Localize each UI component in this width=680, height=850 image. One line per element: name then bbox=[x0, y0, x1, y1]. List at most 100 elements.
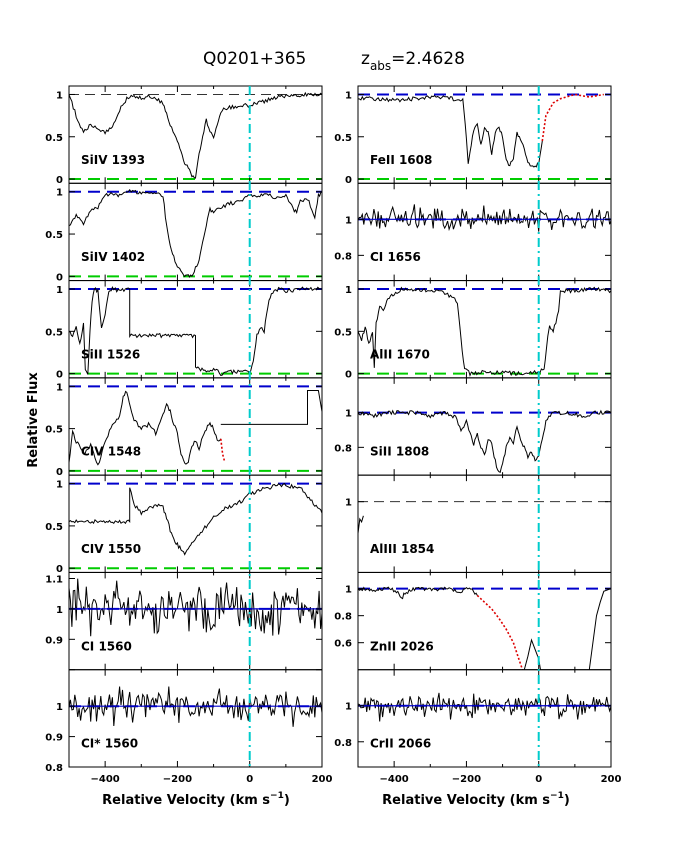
y-tick-label: 0 bbox=[345, 370, 352, 381]
panel-plot-area bbox=[69, 285, 322, 377]
ion-label: CI 1560 bbox=[81, 639, 132, 653]
spectrum-line bbox=[588, 588, 611, 670]
panel-frame bbox=[68, 377, 323, 476]
y-tick-label: 1.1 bbox=[45, 575, 63, 586]
ion-label: AlIII 1854 bbox=[370, 542, 434, 556]
quasar-name: Q0201+365 bbox=[203, 49, 306, 69]
panel-plot-area bbox=[358, 93, 611, 181]
spectrum-line bbox=[358, 95, 543, 168]
panel-siii-1526: 0 0.5 1 SiII 1526 bbox=[45, 280, 323, 381]
y-tick-label: 1 bbox=[345, 702, 352, 713]
spectrum-line bbox=[69, 482, 322, 556]
y-tick-label: 0.5 bbox=[45, 425, 63, 436]
panel-frame bbox=[357, 182, 612, 282]
y-tick-label: 0.5 bbox=[45, 522, 63, 533]
panel-frame bbox=[357, 85, 612, 184]
spectrum-line bbox=[69, 578, 322, 637]
y-tick-label: 1 bbox=[56, 285, 63, 296]
x-axis-label-left: Relative Velocity (km s−1) bbox=[102, 791, 290, 808]
blend-line bbox=[220, 438, 226, 462]
panel-frame bbox=[68, 669, 323, 768]
blend-line bbox=[476, 594, 524, 670]
panel-crii-2066: 0.8 1 CrII 2066 bbox=[334, 669, 612, 768]
panel-alii-1670: 0 0.5 1 AlII 1670 bbox=[334, 280, 612, 381]
panel-frame bbox=[357, 571, 612, 671]
y-tick-label: 0 bbox=[56, 272, 63, 283]
x-tick-label: −200 bbox=[163, 774, 192, 785]
y-tick-label: 0.6 bbox=[334, 639, 352, 650]
y-tick-label: 0 bbox=[56, 370, 63, 381]
panel-aliii-1854: 1 AlIII 1854 bbox=[345, 474, 612, 573]
y-axis-label: Relative Flux bbox=[26, 372, 41, 468]
panel-plot-area bbox=[69, 686, 322, 727]
figure-title: Q0201+365 zabs=2.4628 bbox=[203, 49, 465, 73]
panel-ci-1656: 0.8 1 CI 1656 bbox=[334, 182, 612, 282]
panel-plot-area bbox=[69, 91, 322, 181]
panel-ci-1560: 0.9 1 1.1 CI 1560 bbox=[45, 571, 323, 671]
panel-znii-2026: 0.6 0.8 1 ZnII 2026 bbox=[334, 571, 612, 671]
spectrum-line bbox=[69, 390, 222, 466]
ion-label: SiII 1808 bbox=[370, 445, 429, 459]
panel-plot-area bbox=[69, 385, 322, 472]
y-tick-label: 0.9 bbox=[45, 733, 63, 744]
x-tick-label: −200 bbox=[452, 774, 481, 785]
panel-plot-area bbox=[69, 578, 322, 637]
panel-siii-1808: 0.8 1 SiII 1808 bbox=[334, 377, 612, 476]
panel-civ-1550: 0 0.5 1 CIV 1550 bbox=[45, 474, 323, 575]
x-axis-label-right: Relative Velocity (km s−1) bbox=[382, 791, 570, 808]
spectrum-line bbox=[69, 91, 322, 179]
ion-label: AlII 1670 bbox=[370, 347, 430, 361]
x-tick-label: 200 bbox=[601, 774, 622, 785]
spectrum-line bbox=[358, 515, 364, 534]
ion-label: CI 1656 bbox=[370, 250, 421, 264]
panel-frame bbox=[68, 85, 323, 184]
y-tick-label: 0.5 bbox=[45, 327, 63, 338]
spectrum-line bbox=[358, 286, 611, 377]
panel-frame bbox=[357, 474, 612, 573]
y-tick-label: 0 bbox=[56, 175, 63, 186]
spectrum-line bbox=[358, 586, 478, 600]
panel-plot-area bbox=[358, 409, 611, 474]
panel-civ-1548: 0 0.5 1 CIV 1548 bbox=[45, 377, 323, 478]
y-tick-label: 1 bbox=[56, 382, 63, 393]
column-1: 0 0.5 1 SiIV 1393 0 0.5 1 SiIV 1402 0 0.5 1 SiII 15… bbox=[45, 85, 332, 785]
x-tick-label: −400 bbox=[380, 774, 409, 785]
y-tick-label: 0 bbox=[345, 175, 352, 186]
y-tick-label: 0.5 bbox=[45, 230, 63, 241]
y-tick-label: 0.8 bbox=[45, 763, 63, 774]
y-tick-label: 0.5 bbox=[45, 133, 63, 144]
panel-grid: 0 0.5 1 SiIV 1393 0 0.5 1 SiIV 1402 0 0.5 1 SiII 15… bbox=[45, 85, 622, 785]
ion-label: SiII 1526 bbox=[81, 347, 140, 361]
x-tick-label: 0 bbox=[535, 774, 542, 785]
y-tick-label: 0.8 bbox=[334, 612, 352, 623]
panel-plot-area bbox=[69, 482, 322, 570]
y-tick-label: 1 bbox=[56, 90, 63, 101]
x-tick-label: −400 bbox=[91, 774, 120, 785]
ion-label: ZnII 2026 bbox=[370, 639, 434, 653]
y-tick-label: 1 bbox=[56, 702, 63, 713]
y-tick-label: 1 bbox=[345, 409, 352, 420]
x-tick-label: 0 bbox=[246, 774, 253, 785]
y-tick-label: 1 bbox=[345, 498, 352, 509]
panel-plot-area bbox=[358, 501, 611, 534]
panel-plot-area bbox=[358, 286, 611, 377]
y-tick-label: 0.5 bbox=[334, 133, 352, 144]
step-line bbox=[220, 390, 322, 425]
y-tick-label: 0.9 bbox=[45, 635, 63, 646]
y-tick-label: 1 bbox=[56, 605, 63, 616]
ion-label: CI* 1560 bbox=[81, 737, 138, 751]
y-tick-label: 1 bbox=[345, 285, 352, 296]
spectrum-line bbox=[69, 285, 322, 377]
panel-plot-area bbox=[358, 586, 611, 670]
ion-label: FeII 1608 bbox=[370, 153, 432, 167]
ion-label: CIV 1550 bbox=[81, 542, 141, 556]
ion-label: CrII 2066 bbox=[370, 737, 431, 751]
blend-line bbox=[541, 93, 604, 142]
panel-plot-area bbox=[358, 204, 611, 232]
panel-feii-1608: 0 0.5 1 FeII 1608 bbox=[334, 85, 612, 186]
panel-frame bbox=[68, 571, 323, 671]
y-tick-label: 0.8 bbox=[334, 443, 352, 454]
panel-frame bbox=[357, 669, 612, 768]
